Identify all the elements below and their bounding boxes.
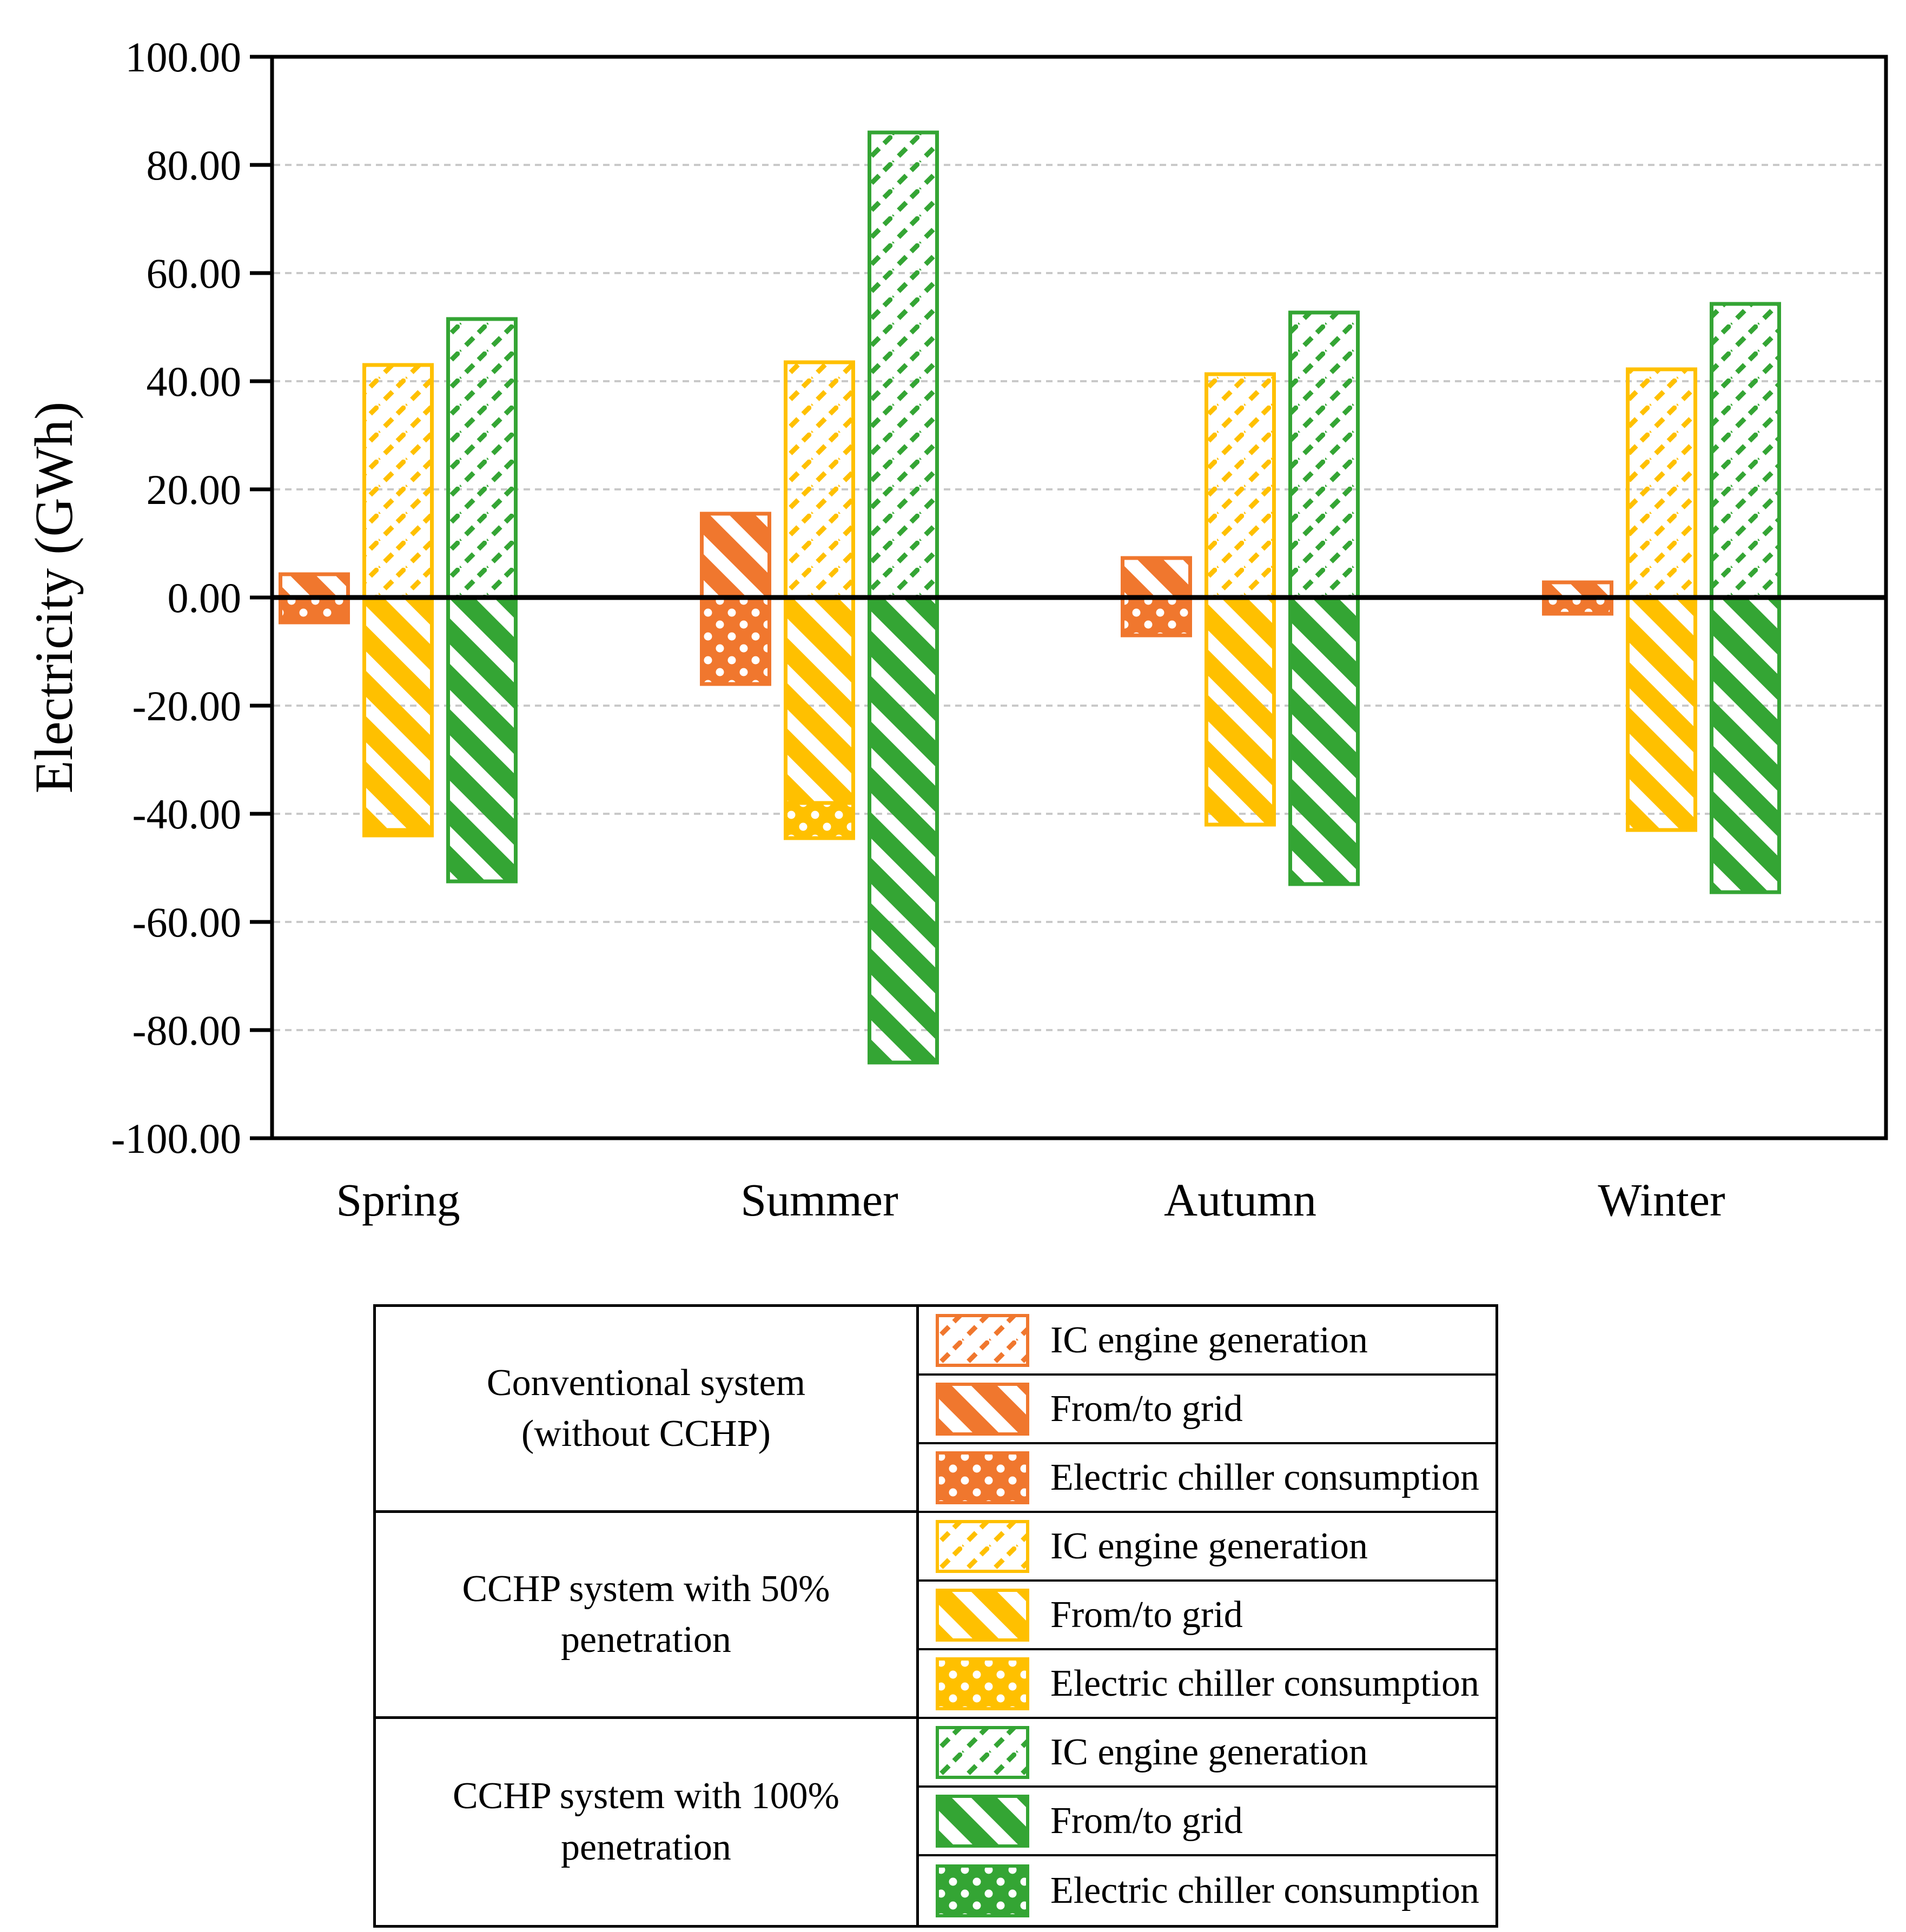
legend-entry-label: Electric chiller consumption xyxy=(1050,1869,1480,1911)
y-tick-label: -80.00 xyxy=(133,1007,241,1054)
bar-segment xyxy=(446,317,518,600)
legend-entry: From/to grid xyxy=(918,1788,1495,1856)
legend-swatch-ic-icon xyxy=(935,1725,1029,1779)
y-tick-label: 40.00 xyxy=(147,358,242,405)
bar-segment xyxy=(700,595,771,686)
legend-swatch-dot-icon xyxy=(935,1657,1029,1710)
bar-segment xyxy=(1288,310,1360,600)
bar-segment xyxy=(1626,367,1697,600)
legend-entry: Electric chiller consumption xyxy=(918,1650,1495,1719)
bar-chart: 100.00 80.00 60.00 40.00 20.00 0.00 -20.00 -40.… xyxy=(24,34,1888,1226)
legend-entry: From/to grid xyxy=(918,1582,1495,1650)
legend-swatch-grid-icon xyxy=(935,1588,1029,1642)
y-tick-label: 0.00 xyxy=(168,574,242,621)
legend-swatch-grid-icon xyxy=(935,1382,1029,1436)
legend-entry: Electric chiller consumption xyxy=(919,1856,1495,1925)
legend-entry-label: IC engine generation xyxy=(1050,1319,1368,1361)
bar-segment xyxy=(868,595,939,1065)
bar-segment xyxy=(784,595,855,805)
legend-entry: IC engine generation xyxy=(918,1719,1495,1788)
legend-system-label-line: penetration xyxy=(561,1826,731,1868)
legend-entry-label: Electric chiller consumption xyxy=(1050,1456,1480,1498)
y-tick-label: 60.00 xyxy=(147,250,242,297)
bar-segment xyxy=(784,360,855,600)
legend-entry: IC engine generation xyxy=(918,1513,1495,1582)
legend-system-label-line: (without CCHP) xyxy=(521,1413,771,1455)
legend-system-label-line: Conventional system xyxy=(486,1362,806,1404)
legend-entry-label: Electric chiller consumption xyxy=(1050,1662,1480,1704)
bar-segment xyxy=(1205,372,1276,600)
bar-segment xyxy=(1710,302,1781,600)
legend-system-label-line: CCHP system with 100% xyxy=(452,1775,839,1817)
bar-segment xyxy=(1288,595,1360,886)
legend-swatch-dot-icon xyxy=(935,1451,1029,1504)
bar-segment xyxy=(362,363,434,600)
bar-segment xyxy=(1121,595,1192,638)
legend-entry: Electric chiller consumption xyxy=(918,1444,1495,1513)
legend-swatch-dot-icon xyxy=(935,1864,1029,1917)
legend-table: Conventional system (without CCHP) IC engi… xyxy=(373,1304,1498,1928)
y-axis-ticks xyxy=(250,55,272,1140)
legend-entry-label: IC engine generation xyxy=(1050,1731,1368,1773)
x-axis-category-labels: Spring Summer Autumn Winter xyxy=(336,1174,1725,1226)
y-tick-label: 20.00 xyxy=(147,466,242,513)
legend-swatch-ic-icon xyxy=(935,1519,1029,1573)
bar-segment xyxy=(868,130,939,600)
x-category-label: Autumn xyxy=(1164,1174,1316,1226)
bar-segment xyxy=(1710,595,1781,894)
legend-swatch-grid-icon xyxy=(935,1794,1029,1848)
legend-entry-label: From/to grid xyxy=(1050,1800,1243,1842)
y-tick-label: -20.00 xyxy=(133,682,241,729)
bar-segment xyxy=(1121,556,1192,600)
y-axis-title: Electricity (GWh) xyxy=(24,402,84,794)
legend-system-label-line: penetration xyxy=(561,1619,731,1661)
legend-entry: From/to grid xyxy=(918,1376,1495,1444)
bar-segment xyxy=(279,572,350,600)
x-category-label: Spring xyxy=(336,1174,460,1226)
bar-segment xyxy=(1205,595,1276,827)
y-tick-label: 100.00 xyxy=(125,34,242,81)
legend-system-label: Conventional system (without CCHP) xyxy=(376,1307,919,1513)
bar-segment xyxy=(784,801,855,840)
bar-segment xyxy=(362,828,434,838)
x-category-label: Winter xyxy=(1598,1174,1725,1226)
y-tick-label: -100.00 xyxy=(111,1115,241,1162)
legend-system-label: CCHP system with 100% penetration xyxy=(376,1719,919,1925)
legend-system-label: CCHP system with 50% penetration xyxy=(376,1513,919,1719)
bar-segment xyxy=(1542,580,1613,600)
bar-series xyxy=(279,130,1781,1065)
y-tick-label: 80.00 xyxy=(147,142,242,189)
gridlines xyxy=(274,164,1884,1031)
y-axis-tick-labels: 100.00 80.00 60.00 40.00 20.00 0.00 -20.00 -40.… xyxy=(111,34,241,1162)
x-category-label: Summer xyxy=(740,1174,898,1226)
bar-segment xyxy=(446,595,518,884)
bar-segment xyxy=(1626,595,1697,832)
y-tick-label: -40.00 xyxy=(133,791,241,838)
legend-entry-label: IC engine generation xyxy=(1050,1525,1368,1567)
legend-entry-label: From/to grid xyxy=(1050,1387,1243,1430)
legend-entry: IC engine generation xyxy=(918,1307,1495,1376)
bar-segment xyxy=(362,595,434,832)
bar-segment xyxy=(279,595,350,625)
legend-swatch-ic-icon xyxy=(935,1313,1029,1367)
bar-segment xyxy=(700,512,771,600)
legend-system-label-line: CCHP system with 50% xyxy=(462,1568,830,1610)
legend-entry-label: From/to grid xyxy=(1050,1594,1243,1636)
y-tick-label: -60.00 xyxy=(133,899,241,946)
